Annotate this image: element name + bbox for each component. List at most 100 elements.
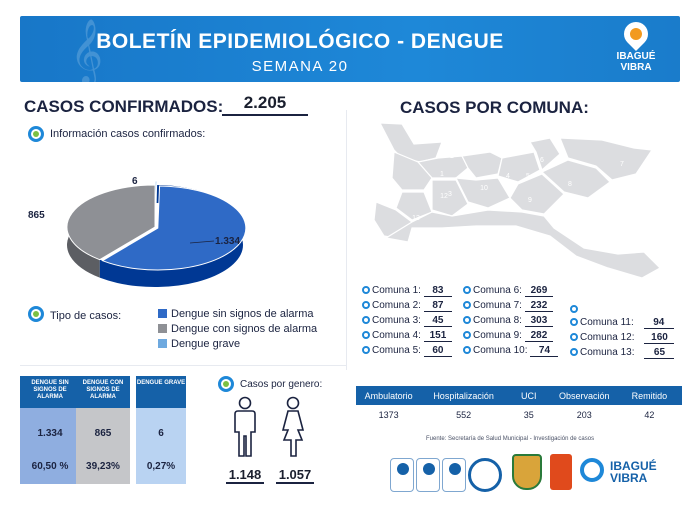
comuna-row: Comuna 5: 60	[362, 345, 452, 357]
comuna-row: Comuna 12: 160	[570, 332, 675, 344]
comuna-label: Comuna 7:	[473, 300, 522, 311]
ibague-vibra-logo: IBAGUÉ VIBRA	[610, 17, 662, 73]
pie-label-con-signos: 865	[28, 210, 45, 221]
legend-label: Dengue con signos de alarma	[171, 323, 318, 335]
comuna-label: Comuna 6:	[473, 285, 522, 296]
comuna-row-pin-only	[570, 304, 580, 315]
footer-logo-line2: VIBRA	[610, 471, 648, 485]
logo-text-line2: VIBRA	[620, 62, 652, 73]
pin-icon	[362, 316, 370, 324]
header-cell: Remitido	[631, 390, 668, 401]
comuna-value: 87	[423, 300, 452, 312]
comuna-value: 74	[530, 345, 559, 357]
footer-logo-text: IBAGUÉ VIBRA	[610, 460, 657, 484]
comuna-value: 83	[423, 285, 452, 297]
stat-head: DENGUE CON SIGNOS DE ALARMA	[76, 376, 130, 408]
comuna-value: 282	[524, 330, 553, 342]
location-pin-icon	[580, 458, 604, 482]
confirmed-cases-title: CASOS CONFIRMADOS:	[24, 97, 224, 116]
comuna-label: Comuna 8:	[473, 315, 522, 326]
map-label: 8	[568, 181, 572, 188]
comuna-label: Comuna 11:	[580, 317, 634, 328]
comuna-map: 1 2 3 4 5 6 7 8 9 10 11 12 13	[373, 122, 661, 279]
comuna-row: Comuna 11: 94	[570, 317, 674, 329]
comuna-value: 151	[423, 330, 452, 342]
value-cell: 203	[576, 410, 592, 420]
comuna-label: Comuna 2:	[372, 300, 421, 311]
confirmed-total: 2.205	[222, 93, 308, 116]
stat-head: DENGUE SIN SIGNOS DE ALARMA	[20, 376, 80, 408]
comuna-label: Comuna 5:	[372, 345, 421, 356]
footer-logo-line1: IBAGUÉ	[610, 459, 657, 473]
stat-col-con-signos: DENGUE CON SIGNOS DE ALARMA 865 39,23%	[76, 376, 130, 484]
pie-slice-1	[66, 184, 156, 261]
header-cell: Hospitalización	[433, 390, 494, 401]
map-label: 7	[620, 161, 624, 168]
coat-of-arms-icon	[512, 454, 542, 490]
municipal-flame-icon	[550, 454, 572, 490]
comuna-label: Comuna 1:	[372, 285, 421, 296]
iqnet-seal-icon	[468, 458, 502, 492]
header-banner: 𝄞 BOLETÍN EPIDEMIOLÓGICO - DENGUE SEMANA…	[20, 16, 680, 82]
location-pin-icon	[218, 376, 234, 392]
comuna-row: Comuna 2: 87	[362, 300, 452, 312]
pin-icon	[463, 301, 471, 309]
pin-icon	[570, 318, 578, 326]
value-cell: 35	[523, 410, 534, 420]
legend-swatch	[158, 324, 167, 333]
map-label: 4	[506, 173, 510, 180]
week-label: SEMANA 20	[251, 58, 349, 75]
pin-icon	[570, 348, 578, 356]
comuna-row: Comuna 6: 269	[463, 285, 553, 297]
pin-icon	[362, 286, 370, 294]
legend-swatch	[158, 309, 167, 318]
legend-swatch	[158, 339, 167, 348]
location-pin-icon	[28, 126, 44, 142]
comuna-row: Comuna 3: 45	[362, 315, 452, 327]
stat-pct: 0,27%	[146, 461, 176, 472]
map-label: 5	[526, 173, 530, 180]
header-cell: Ambulatorio	[364, 390, 413, 401]
value-cell: 552	[456, 410, 472, 420]
stat-count: 1.334	[37, 428, 63, 439]
bulletin-title: BOLETÍN EPIDEMIOLÓGICO - DENGUE	[96, 30, 504, 53]
pin-icon	[570, 305, 578, 313]
comuna-label: Comuna 9:	[473, 330, 522, 341]
logo-text-line1: IBAGUÉ	[616, 51, 656, 62]
location-pin-icon	[619, 17, 653, 51]
source-note: Fuente: Secretaría de Salud Municipal - …	[426, 436, 595, 442]
comuna-value: 232	[524, 300, 553, 312]
map-label: 11	[464, 205, 471, 212]
comuna-row: Comuna 13: 65	[570, 347, 675, 359]
ibague-vibra-footer-logo	[580, 458, 606, 484]
certification-badge-icon	[442, 458, 466, 492]
certification-badge-icon	[390, 458, 414, 492]
pin-icon	[570, 333, 578, 341]
map-label: 3	[448, 191, 452, 198]
stat-pct: 39,23%	[86, 461, 120, 472]
header-cell: UCI	[521, 390, 537, 401]
map-label: 10	[480, 185, 488, 192]
comuna-row: Comuna 7: 232	[463, 300, 553, 312]
stat-col-grave: DENGUE GRAVE 6 0,27%	[136, 376, 186, 484]
treble-clef-icon: 𝄞	[70, 19, 104, 84]
female-count: 1.057	[276, 467, 314, 484]
services-header-row: Ambulatorio Hospitalización UCI Observac…	[356, 386, 682, 405]
certification-badge-icon	[416, 458, 440, 492]
comuna-value: 65	[644, 347, 675, 359]
section-divider-horizontal	[20, 365, 346, 366]
cases-pie-chart	[66, 180, 247, 287]
male-figure-icon	[234, 396, 256, 457]
pie-label-sin-signos: 1.334	[215, 236, 241, 247]
legend-item-con-signos: Dengue con signos de alarma	[158, 323, 317, 335]
pie-slice-2	[154, 180, 158, 224]
legend-label: Dengue grave	[171, 338, 241, 350]
stat-count: 6	[158, 428, 164, 439]
map-label: 13	[412, 215, 420, 222]
gender-label: Casos por genero:	[240, 379, 323, 390]
map-label: 1	[440, 171, 444, 178]
stat-count: 865	[94, 428, 112, 439]
legend-item-grave: Dengue grave	[158, 338, 240, 350]
map-label: 12	[440, 193, 448, 200]
